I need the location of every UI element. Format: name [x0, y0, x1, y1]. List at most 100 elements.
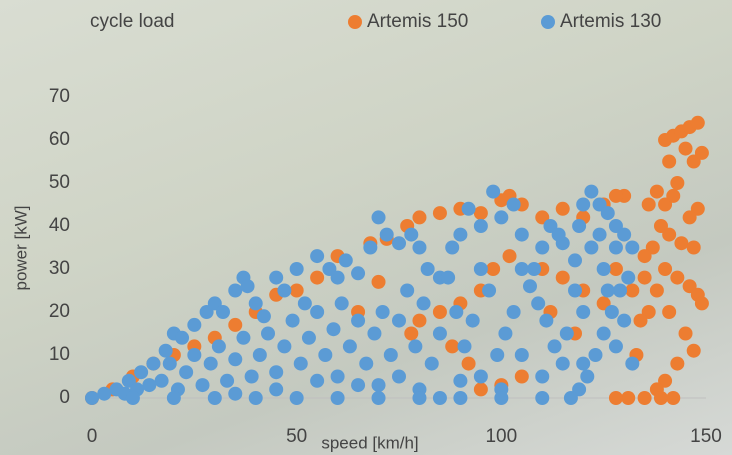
point [196, 378, 210, 392]
point [331, 370, 345, 384]
chart: cycle load speed [km/h] power [kW] 01020… [0, 0, 732, 455]
point [474, 382, 488, 396]
x-tick-label: 50 [286, 426, 307, 447]
point [441, 271, 455, 285]
x-tick-label: 0 [87, 426, 98, 447]
point [351, 266, 365, 280]
point [474, 262, 488, 276]
point [277, 339, 291, 353]
point [597, 327, 611, 341]
point [474, 206, 488, 220]
point [474, 370, 488, 384]
point [457, 339, 471, 353]
point [298, 296, 312, 310]
point [134, 365, 148, 379]
point [503, 249, 517, 263]
point [372, 275, 386, 289]
legend-label: Artemis 150 [367, 11, 468, 32]
point [584, 241, 598, 255]
point [253, 348, 267, 362]
point [142, 378, 156, 392]
point [552, 228, 566, 242]
point [683, 210, 697, 224]
point [249, 391, 263, 405]
point [556, 357, 570, 371]
point [462, 202, 476, 216]
point [404, 327, 418, 341]
point [277, 284, 291, 298]
point [236, 331, 250, 345]
legend-label: Artemis 130 [560, 11, 661, 32]
x-tick-label: 100 [485, 426, 517, 447]
point [662, 228, 676, 242]
y-axis-label: power [kW] [11, 205, 30, 290]
point [417, 296, 431, 310]
point [384, 348, 398, 362]
point [433, 305, 447, 319]
y-tick-label: 10 [49, 344, 70, 365]
point [318, 348, 332, 362]
page: cycle load speed [km/h] power [kW] 01020… [0, 0, 732, 455]
point [425, 357, 439, 371]
point [564, 391, 578, 405]
point [228, 387, 242, 401]
y-tick-label: 40 [49, 215, 70, 236]
point [507, 198, 521, 212]
point [523, 279, 537, 293]
point [605, 305, 619, 319]
point [146, 357, 160, 371]
point [539, 314, 553, 328]
point [584, 185, 598, 199]
point [310, 374, 324, 388]
point [556, 202, 570, 216]
point [228, 318, 242, 332]
point [359, 357, 373, 371]
y-tick-label: 50 [49, 172, 70, 193]
chart-title: cycle load [90, 11, 175, 32]
point [658, 262, 672, 276]
point [515, 228, 529, 242]
point [609, 391, 623, 405]
point [638, 249, 652, 263]
point [593, 228, 607, 242]
point [490, 348, 504, 362]
y-tick-label: 20 [49, 301, 70, 322]
point [625, 284, 639, 298]
point [372, 391, 386, 405]
point [392, 236, 406, 250]
point [372, 378, 386, 392]
point [249, 296, 263, 310]
point [662, 305, 676, 319]
point [609, 339, 623, 353]
point [679, 142, 693, 156]
point [666, 189, 680, 203]
point [212, 339, 226, 353]
point [310, 305, 324, 319]
point [245, 370, 259, 384]
point [621, 391, 635, 405]
point [412, 210, 426, 224]
point [670, 176, 684, 190]
point [568, 284, 582, 298]
point [331, 391, 345, 405]
point [453, 228, 467, 242]
point [601, 206, 615, 220]
point [609, 241, 623, 255]
point [412, 314, 426, 328]
point [290, 262, 304, 276]
point [531, 296, 545, 310]
point [560, 327, 574, 341]
point [695, 146, 709, 160]
point [609, 262, 623, 276]
point [597, 262, 611, 276]
point [576, 357, 590, 371]
point [445, 339, 459, 353]
point [515, 370, 529, 384]
point [126, 391, 140, 405]
point [290, 284, 304, 298]
point [155, 374, 169, 388]
point [634, 314, 648, 328]
point [507, 305, 521, 319]
point [290, 391, 304, 405]
y-tick-label: 60 [49, 129, 70, 150]
